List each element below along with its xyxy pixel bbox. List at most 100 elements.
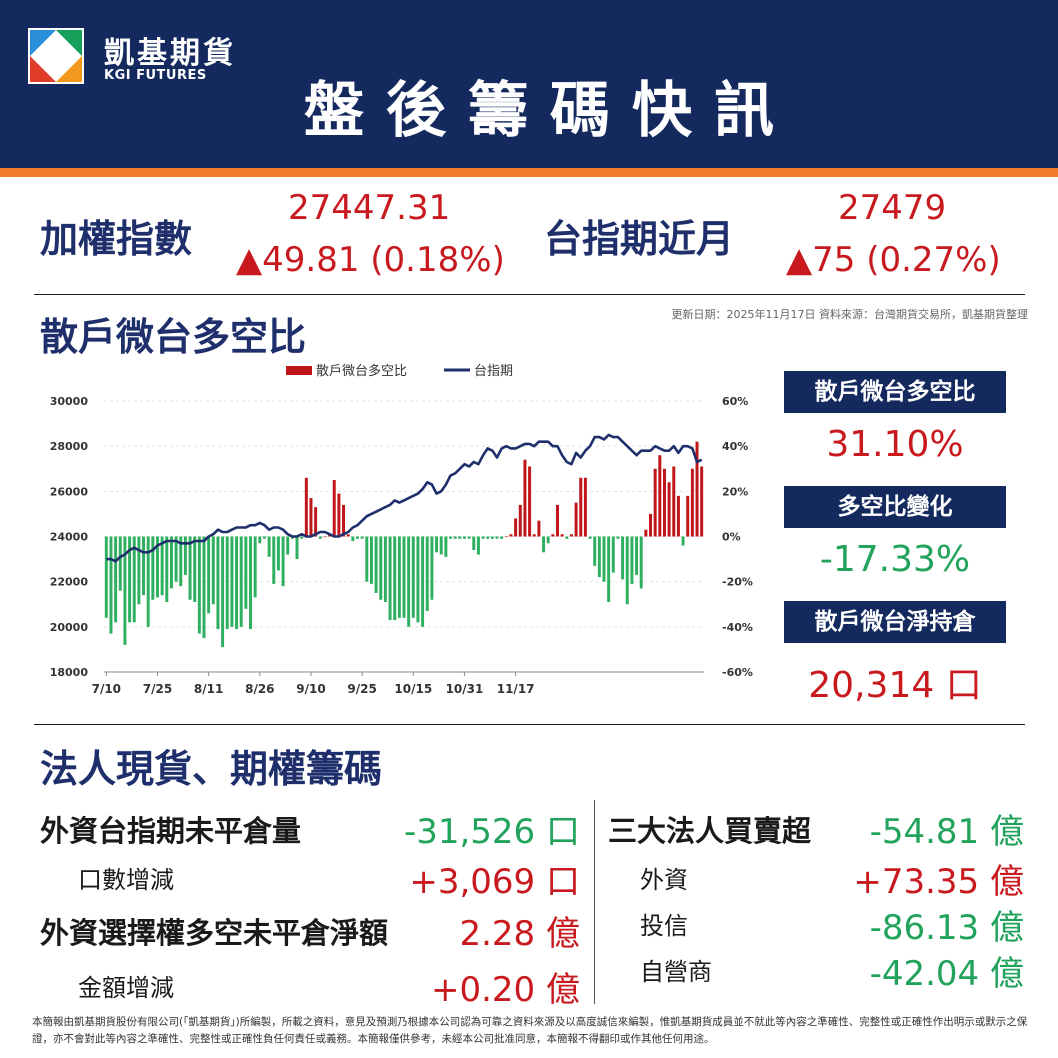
ratio-bar	[193, 536, 197, 602]
ratio-bar	[556, 504, 559, 537]
ratio-bar	[142, 536, 146, 596]
ratio-bar	[700, 466, 704, 537]
ratio-bar	[611, 536, 615, 573]
institutional-net-value: -54.81 億	[869, 812, 1024, 852]
ratio-bar	[383, 536, 387, 602]
ratio-bar	[653, 468, 657, 537]
left-axis-tick: 26000	[50, 485, 89, 498]
ratio-bar	[402, 536, 406, 618]
ratio-bar	[630, 536, 634, 584]
investment-trust-label: 投信	[640, 912, 688, 940]
ratio-bar	[672, 466, 676, 537]
ratio-bar	[458, 536, 462, 539]
ratio-bar	[253, 536, 257, 598]
ratio-bar	[258, 536, 262, 544]
ratio-bar	[635, 536, 639, 575]
x-tick-label: 7/10	[92, 682, 121, 696]
oi-change-value: +3,069 口	[409, 862, 580, 902]
x-tick-label: 10/31	[446, 682, 484, 696]
ratio-bar	[490, 536, 494, 539]
ratio-bar	[337, 493, 341, 537]
ratio-bar	[202, 536, 206, 639]
x-tick-label: 11/17	[497, 682, 535, 696]
ratio-bar	[523, 459, 527, 537]
left-axis-tick: 28000	[50, 440, 89, 453]
dealers-value: -42.04 億	[869, 954, 1024, 994]
ratio-bar	[407, 536, 411, 627]
ratio-bar	[360, 536, 364, 539]
ratio-bar	[532, 534, 536, 537]
ratio-bar	[388, 536, 392, 621]
x-tick-label: 7/25	[143, 682, 172, 696]
ratio-bar	[551, 534, 555, 537]
ratio-bar	[295, 536, 299, 560]
retail-ratio-chart: 30000 28000 26000 24000 22000 20000 18000 60% 40…	[36, 352, 756, 712]
x-tick-label: 8/11	[194, 682, 223, 696]
index-value: 27447.31	[288, 188, 451, 228]
ratio-bar	[179, 536, 183, 587]
ratio-bar	[351, 536, 355, 542]
ratio-bar	[169, 536, 173, 589]
page-title: 盤後籌碼快訊	[304, 76, 796, 146]
left-axis-tick: 18000	[50, 666, 89, 679]
investment-trust-value: -86.13 億	[869, 908, 1024, 948]
ratio-bar	[244, 536, 248, 609]
ratio-bar	[486, 536, 490, 539]
ratio-bar	[411, 536, 415, 618]
ratio-bar	[667, 482, 671, 537]
ratio-bar	[374, 536, 378, 593]
ratio-bar	[621, 536, 625, 580]
ratio-bar	[467, 536, 471, 539]
ratio-bar	[197, 536, 201, 634]
ratio-bar	[509, 534, 513, 537]
ratio-bar	[625, 536, 629, 605]
ratio-bar	[235, 536, 239, 630]
ratio-bar	[365, 536, 369, 582]
ratio-bar	[607, 536, 611, 602]
section-title-institutional: 法人現貨、期權籌碼	[40, 747, 383, 791]
ratio-bar	[146, 536, 150, 627]
ratio-bar	[156, 536, 159, 598]
ratio-bar	[658, 455, 662, 537]
kgi-logo-icon	[28, 28, 84, 84]
ratio-bar	[528, 466, 532, 537]
futures-change: ▲75 (0.27%)	[786, 240, 1001, 280]
ratio-bar	[332, 480, 336, 537]
right-axis-tick: 0%	[722, 531, 741, 544]
ratio-bar	[207, 536, 211, 614]
ratio-bar	[272, 536, 276, 584]
ratio-bar	[435, 536, 439, 553]
ratio-bar	[430, 536, 434, 600]
ratio-bar	[462, 536, 466, 539]
institutional-net-label: 三大法人買賣超	[608, 814, 812, 848]
x-tick-label: 9/25	[347, 682, 376, 696]
right-axis-tick: -40%	[722, 621, 753, 634]
x-tick-label: 8/26	[245, 682, 274, 696]
ratio-bar	[165, 536, 169, 602]
brand-name-en: KGI FUTURES	[104, 68, 207, 83]
divider	[34, 294, 1025, 295]
left-axis-tick: 22000	[50, 576, 89, 589]
ratio-bar	[472, 536, 476, 551]
ratio-bar	[300, 536, 304, 539]
ratio-bar	[616, 536, 620, 539]
ratio-bar	[444, 536, 448, 557]
index-line	[106, 433, 703, 563]
ratio-bar	[560, 534, 564, 537]
right-axis-tick: 60%	[722, 395, 748, 408]
disclaimer: 本簡報由凱基期貨股份有限公司(「凱基期貨」)所編製，所載之資料，意見及預測乃根據…	[32, 1016, 1028, 1045]
ratio-bar	[579, 477, 583, 537]
ratio-change-value: -17.33%	[819, 539, 971, 580]
ratio-bar	[309, 498, 313, 537]
ratio-bar	[346, 534, 350, 537]
ratio-bar	[216, 536, 220, 630]
ratio-bar	[695, 441, 699, 537]
ratio-bar	[286, 536, 290, 555]
section-title-retail-ratio: 散戶微台多空比	[40, 315, 307, 359]
ratio-label-box: 散戶微台多空比	[784, 371, 1006, 413]
ratio-bar	[249, 536, 252, 630]
right-axis-tick: 20%	[722, 485, 748, 498]
ratio-bar	[304, 477, 308, 537]
legend-label-index: 台指期	[474, 364, 513, 379]
ratio-bar	[369, 536, 373, 584]
